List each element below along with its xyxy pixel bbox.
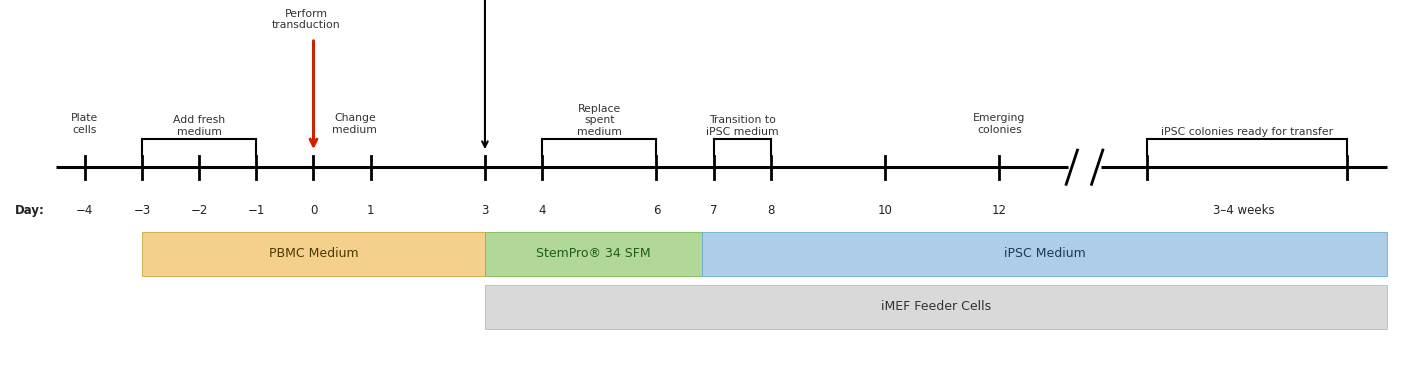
Text: −4: −4	[76, 204, 93, 217]
Text: 7: 7	[710, 204, 717, 217]
Text: Day:: Day:	[15, 204, 45, 217]
Text: 8: 8	[767, 204, 774, 217]
Bar	[484, 285, 1387, 329]
Text: Perform
transduction: Perform transduction	[272, 9, 341, 30]
Text: Add fresh
medium: Add fresh medium	[173, 115, 225, 137]
Text: 12: 12	[991, 204, 1007, 217]
Text: 1: 1	[367, 204, 375, 217]
Text: StemPro® 34 SFM: StemPro® 34 SFM	[536, 247, 650, 260]
Text: Plate
cells: Plate cells	[72, 113, 99, 135]
Text: 3: 3	[482, 204, 489, 217]
Text: 3–4 weeks: 3–4 weeks	[1214, 204, 1274, 217]
Text: iPSC Medium: iPSC Medium	[1004, 247, 1086, 260]
Text: 10: 10	[877, 204, 893, 217]
Bar	[703, 232, 1387, 276]
Text: PBMC Medium: PBMC Medium	[269, 247, 358, 260]
Text: Replace
spent
medium: Replace spent medium	[577, 104, 622, 137]
Text: Change
medium: Change medium	[332, 113, 377, 135]
Text: iPSC colonies ready for transfer: iPSC colonies ready for transfer	[1160, 127, 1333, 137]
Text: −1: −1	[248, 204, 265, 217]
Text: 6: 6	[653, 204, 660, 217]
Text: Transition to
iPSC medium: Transition to iPSC medium	[705, 115, 779, 137]
Text: iMEF Feeder Cells: iMEF Feeder Cells	[881, 300, 991, 313]
Bar	[484, 232, 703, 276]
Bar	[142, 232, 484, 276]
Text: −2: −2	[190, 204, 208, 217]
Text: 4: 4	[538, 204, 546, 217]
Text: Emerging
colonies: Emerging colonies	[973, 113, 1025, 135]
Text: 0: 0	[310, 204, 317, 217]
Text: −3: −3	[134, 204, 151, 217]
